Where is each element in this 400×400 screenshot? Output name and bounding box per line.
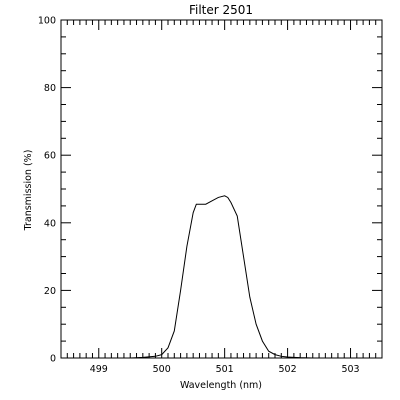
y-tick-label: 80 <box>44 83 56 94</box>
y-axis-label: Transmission (%) <box>23 150 34 232</box>
series-line <box>130 195 313 359</box>
axis-tick-labels: 499 500 501 502 503 0 20 40 60 80 100 <box>38 16 360 376</box>
x-tick-label: 499 <box>90 364 108 375</box>
x-tick-label: 503 <box>341 364 359 375</box>
x-tick-label: 502 <box>279 364 297 375</box>
chart-title: Filter 2501 <box>189 3 253 17</box>
x-tick-label: 501 <box>216 364 234 375</box>
x-axis-label: Wavelength (nm) <box>180 380 262 391</box>
x-tick-label: 500 <box>153 364 171 375</box>
y-tick-label: 40 <box>44 218 56 229</box>
plot-frame <box>60 19 383 359</box>
y-tick-label: 100 <box>38 16 56 27</box>
y-tick-label: 0 <box>50 354 56 365</box>
y-tick-label: 20 <box>44 286 56 297</box>
axis-ticks <box>60 19 383 359</box>
y-tick-label: 60 <box>44 151 56 162</box>
